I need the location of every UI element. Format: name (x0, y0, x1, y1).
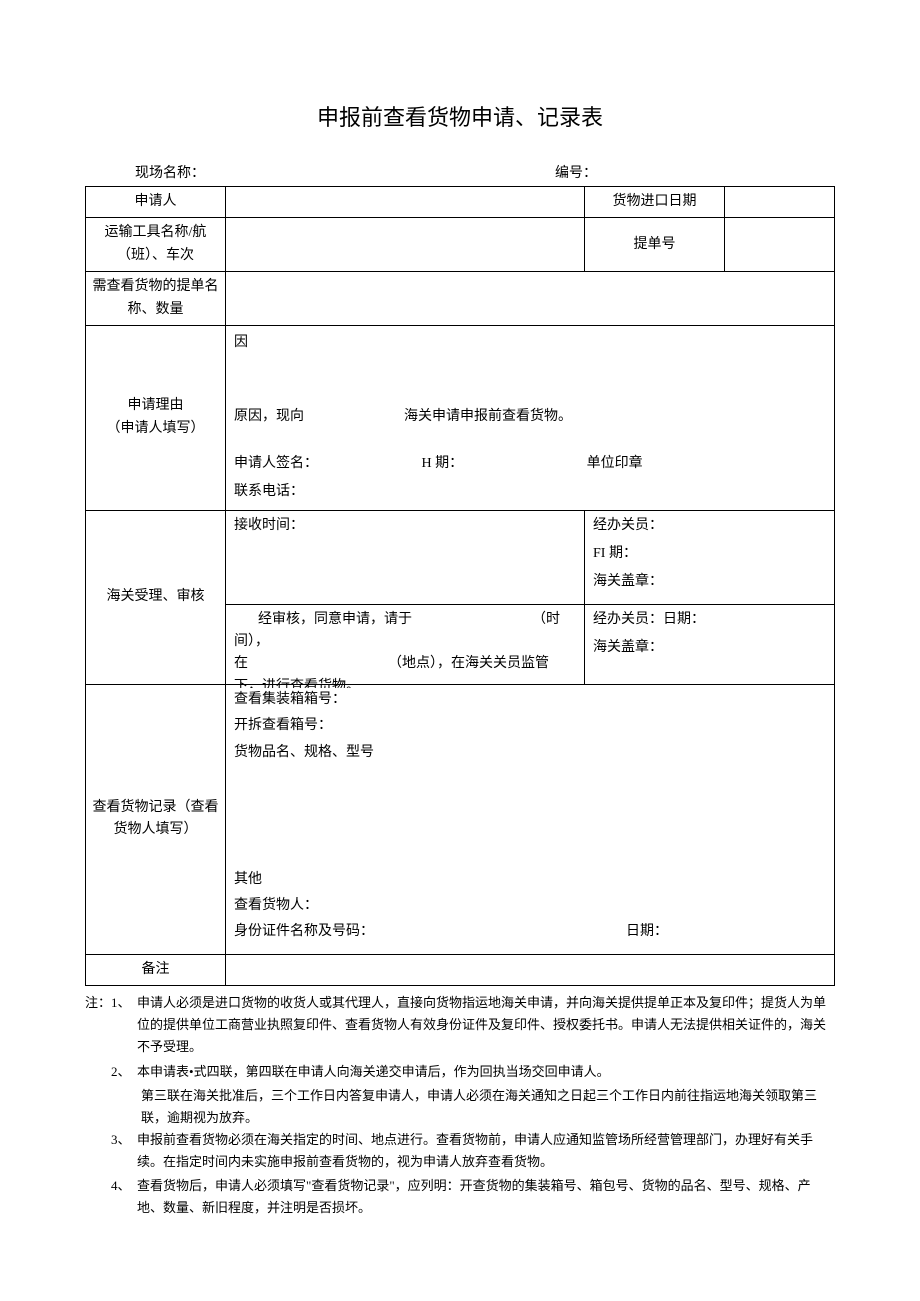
note-2b: 第三联在海关批准后，三个工作日内答复申请人，申请人必须在海关通知之日起三个工作日… (85, 1085, 835, 1129)
transport-label: 运输工具名称/航（班）、车次 (86, 218, 226, 272)
import-date-value (725, 187, 835, 218)
note-4: 查看货物后，申请人必须填写"查看货物记录"，应列明：开查货物的集装箱号、箱包号、… (137, 1175, 835, 1219)
note-3: 申报前查看货物必须在海关指定的时间、地点进行。查看货物前，申请人应通知监管场所经… (137, 1129, 835, 1173)
remark-label: 备注 (86, 954, 226, 985)
notes-section: 注： 1、 申请人必须是进口货物的收货人或其代理人，直接向货物指运地海关申请，并… (85, 992, 835, 1219)
import-date-label: 货物进口日期 (585, 187, 725, 218)
customs-approve-right: 经办关员：日期： 海关盖章： (585, 604, 835, 684)
remark-value (226, 954, 835, 985)
site-name-label: 现场名称： (95, 162, 555, 182)
reason-label: 申请理由 （申请人填写） (86, 325, 226, 510)
reason-content: 因 原因，现向海关申请申报前查看货物。 申请人签名： H 期： 单位印章 联系电… (226, 325, 835, 510)
main-table: 申请人 货物进口日期 运输工具名称/航（班）、车次 提单号 需查看货物的提单名称… (85, 186, 835, 986)
serial-label: 编号： (555, 162, 825, 182)
billno-label: 提单号 (585, 218, 725, 272)
applicant-value (226, 187, 585, 218)
customs-receive-right: 经办关员： FI 期： 海关盖章： (585, 510, 835, 604)
applicant-label: 申请人 (86, 187, 226, 218)
header-row: 现场名称： 编号： (85, 162, 835, 182)
note-1: 申请人必须是进口货物的收货人或其代理人，直接向货物指运地海关申请，并向海关提供提… (137, 992, 835, 1058)
customs-receive: 接收时间： (226, 510, 585, 604)
billno-value (725, 218, 835, 272)
record-content: 查看集装箱箱号： 开拆查看箱号： 货物品名、规格、型号 其他 查看货物人： 身份… (226, 684, 835, 954)
customs-label: 海关受理、审核 (86, 510, 226, 684)
note-2a: 本申请表•式四联，第四联在申请人向海关递交申请后，作为回执当场交回申请人。 (137, 1061, 610, 1083)
goods-qty-value (226, 272, 835, 326)
goods-qty-label: 需查看货物的提单名称、数量 (86, 272, 226, 326)
customs-approve: 经审核，同意申请，请于（时间）， 在（地点），在海关关员监管 下，进行查看货物。 (226, 604, 585, 684)
transport-value (226, 218, 585, 272)
page-title: 申报前查看货物申请、记录表 (85, 100, 835, 132)
record-label: 查看货物记录（查看货物人填写） (86, 684, 226, 954)
